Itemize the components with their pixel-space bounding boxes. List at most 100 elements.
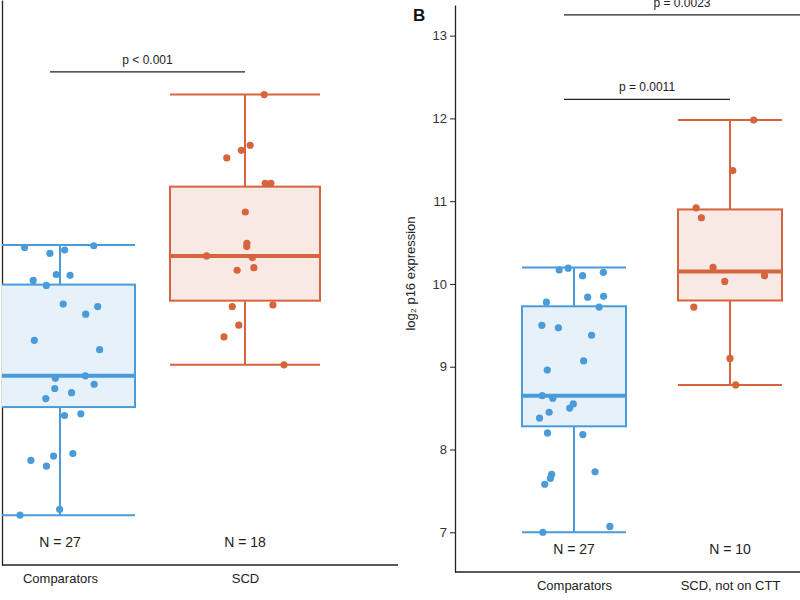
y-tick-mark — [450, 284, 455, 285]
whisker-lower — [59, 407, 61, 515]
p-value: p < 0.001 — [122, 53, 173, 67]
data-point — [584, 294, 591, 301]
data-point — [261, 91, 268, 98]
data-point — [203, 252, 210, 259]
data-point — [247, 142, 254, 149]
data-point — [588, 332, 595, 339]
data-point — [544, 366, 551, 373]
panel: ComparatorsSCDN = 27N = 18p < 0.001 — [0, 1, 398, 586]
y-tick-label: 7 — [440, 525, 447, 540]
whisker-cap-upper — [170, 94, 320, 96]
y-tick-label: 8 — [440, 442, 447, 457]
whisker-upper — [573, 267, 575, 306]
data-point — [262, 180, 269, 187]
box-body — [170, 187, 320, 301]
data-point — [546, 409, 553, 416]
data-point — [68, 389, 75, 396]
plot-area — [2, 91, 320, 519]
box — [522, 265, 626, 536]
data-point — [698, 214, 705, 221]
box-median — [522, 394, 626, 398]
data-point — [56, 506, 63, 513]
x-tick: Comparators — [23, 565, 99, 586]
whisker-lower — [244, 301, 246, 365]
whisker-cap-lower — [678, 384, 782, 386]
data-point — [690, 304, 697, 311]
x-axis: ComparatorsSCD — [2, 565, 398, 586]
data-point — [43, 282, 50, 289]
data-point — [541, 481, 548, 488]
whisker-upper — [729, 120, 731, 209]
data-point — [544, 429, 551, 436]
y-tick-label: 9 — [440, 359, 447, 374]
box-body — [522, 306, 626, 426]
data-point — [243, 243, 250, 250]
whisker-cap-upper — [678, 119, 782, 121]
y-tick-mark — [450, 532, 455, 533]
data-point — [223, 154, 230, 161]
n-label: N = 27 — [553, 541, 595, 557]
y-tick: 11 — [434, 194, 456, 209]
data-point — [543, 299, 550, 306]
y-tick: 7 — [440, 525, 455, 540]
x-tick-label: SCD, not on CTT — [681, 578, 781, 593]
data-point — [52, 375, 59, 382]
data-point — [30, 277, 37, 284]
data-point — [566, 405, 573, 412]
plot-area — [522, 116, 782, 535]
data-point — [250, 264, 257, 271]
data-point — [90, 242, 97, 249]
box-median — [170, 254, 320, 258]
whisker-lower — [573, 426, 575, 532]
data-point — [600, 293, 607, 300]
data-point — [726, 355, 733, 362]
figure: ComparatorsSCDN = 27N = 18p < 0.001 7 8 9 10… — [0, 0, 800, 600]
data-point — [269, 301, 276, 308]
box — [2, 242, 135, 519]
data-point — [220, 333, 227, 340]
data-point — [43, 463, 50, 470]
y-tick-mark — [450, 201, 455, 202]
y-tick: 10 — [433, 277, 455, 292]
data-point — [42, 395, 49, 402]
y-tick: 9 — [440, 359, 455, 374]
whisker-cap-upper — [522, 266, 626, 268]
data-point — [280, 361, 287, 368]
y-axis-title: log₂ p16 expression — [403, 216, 418, 330]
data-point — [549, 395, 556, 402]
significance-bracket — [50, 71, 245, 72]
data-point — [580, 357, 587, 364]
data-point — [82, 311, 89, 318]
whisker-lower — [729, 301, 731, 385]
data-point — [238, 147, 245, 154]
data-point — [66, 272, 73, 279]
x-tick-label: Comparators — [23, 571, 99, 586]
y-tick-mark — [450, 449, 455, 450]
data-point — [69, 450, 76, 457]
data-point — [692, 204, 699, 211]
data-point — [242, 208, 249, 215]
data-point — [27, 457, 34, 464]
data-point — [579, 431, 586, 438]
data-point — [600, 269, 607, 276]
data-point — [538, 322, 545, 329]
significance-bracket — [564, 99, 730, 100]
y-tick: 8 — [440, 442, 455, 457]
box — [678, 116, 782, 388]
box-median — [2, 374, 135, 378]
data-point — [53, 271, 60, 278]
data-point — [96, 346, 103, 353]
data-point — [16, 512, 23, 519]
data-point — [61, 412, 68, 419]
x-axis-line — [2, 564, 398, 565]
data-point — [82, 372, 89, 379]
data-point — [539, 392, 546, 399]
y-tick-mark — [450, 36, 455, 37]
data-point — [606, 523, 613, 530]
y-axis: 78910111213 — [433, 6, 456, 573]
y-tick-label: 12 — [433, 111, 447, 126]
x-axis: ComparatorsSCD, not on CTT — [455, 572, 800, 593]
data-point — [732, 381, 739, 388]
p-value: p = 0.0011 — [619, 80, 675, 94]
data-point — [50, 452, 57, 459]
